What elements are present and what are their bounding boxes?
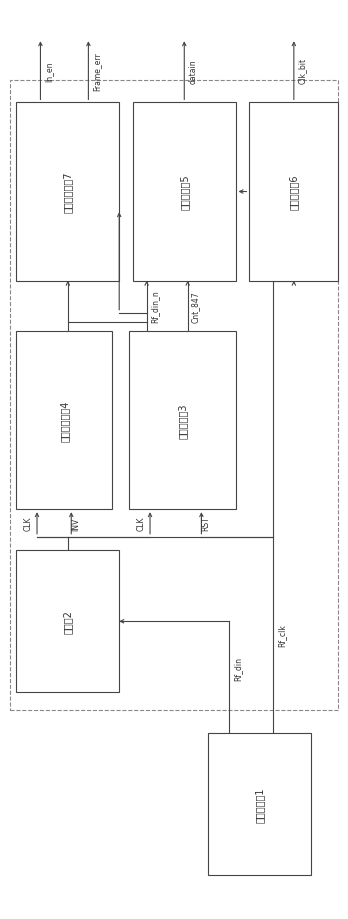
Text: CLK: CLK xyxy=(137,516,146,530)
Text: 启动全2: 启动全2 xyxy=(63,609,73,633)
Bar xyxy=(16,550,119,692)
Text: 数据解码全5: 数据解码全5 xyxy=(179,175,189,210)
Text: Clk_bit: Clk_bit xyxy=(298,58,307,85)
Text: datain: datain xyxy=(188,59,197,84)
Text: 第一计数全3: 第一计数全3 xyxy=(177,403,188,438)
Text: 时钟产生全6: 时钟产生全6 xyxy=(289,175,299,210)
Text: RST: RST xyxy=(201,516,210,531)
Text: 数据帧指示全7: 数据帧指示全7 xyxy=(63,172,73,213)
Text: In_en: In_en xyxy=(45,61,54,82)
Text: Rf_din: Rf_din xyxy=(233,656,242,680)
Text: Frame_err: Frame_err xyxy=(93,52,102,91)
Text: Rf_clk: Rf_clk xyxy=(277,624,286,647)
Text: Rf_din_n: Rf_din_n xyxy=(150,290,159,323)
Text: 下降沿检测全4: 下降沿检测全4 xyxy=(60,400,69,441)
Bar xyxy=(16,103,119,281)
Bar xyxy=(208,733,311,875)
Text: 射频接收全1: 射频接收全1 xyxy=(255,787,264,823)
Bar xyxy=(249,103,338,281)
Bar xyxy=(16,332,112,510)
Text: CLK: CLK xyxy=(24,516,33,530)
Bar xyxy=(129,332,236,510)
Bar xyxy=(133,103,236,281)
Text: INV: INV xyxy=(71,516,80,530)
Bar xyxy=(10,81,338,710)
Text: Cnt_847: Cnt_847 xyxy=(191,290,200,323)
